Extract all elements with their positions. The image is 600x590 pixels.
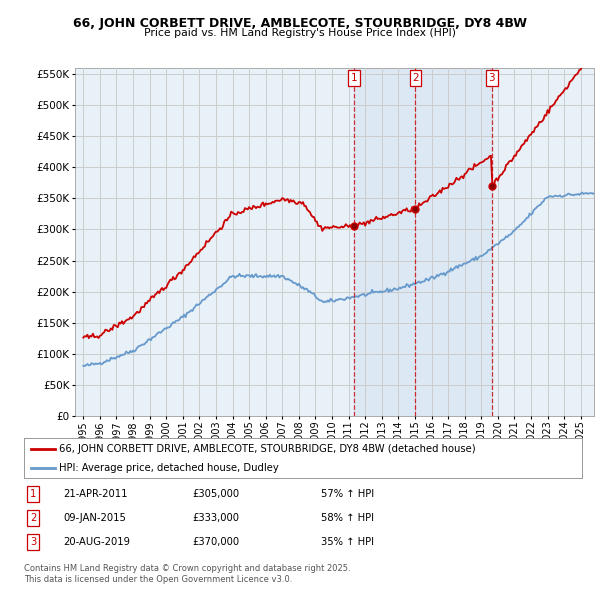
Text: Price paid vs. HM Land Registry's House Price Index (HPI): Price paid vs. HM Land Registry's House …	[144, 28, 456, 38]
Text: 20-AUG-2019: 20-AUG-2019	[63, 537, 130, 547]
Text: 58% ↑ HPI: 58% ↑ HPI	[321, 513, 374, 523]
Text: 66, JOHN CORBETT DRIVE, AMBLECOTE, STOURBRIDGE, DY8 4BW: 66, JOHN CORBETT DRIVE, AMBLECOTE, STOUR…	[73, 17, 527, 30]
Text: 66, JOHN CORBETT DRIVE, AMBLECOTE, STOURBRIDGE, DY8 4BW (detached house): 66, JOHN CORBETT DRIVE, AMBLECOTE, STOUR…	[59, 444, 476, 454]
Text: This data is licensed under the Open Government Licence v3.0.: This data is licensed under the Open Gov…	[24, 575, 292, 584]
Text: 1: 1	[30, 489, 36, 499]
Text: 21-APR-2011: 21-APR-2011	[63, 489, 128, 499]
Text: 35% ↑ HPI: 35% ↑ HPI	[321, 537, 374, 547]
Text: 57% ↑ HPI: 57% ↑ HPI	[321, 489, 374, 499]
Text: 3: 3	[30, 537, 36, 547]
Text: 2: 2	[412, 73, 419, 83]
Text: 09-JAN-2015: 09-JAN-2015	[63, 513, 126, 523]
Text: Contains HM Land Registry data © Crown copyright and database right 2025.: Contains HM Land Registry data © Crown c…	[24, 565, 350, 573]
Text: 3: 3	[488, 73, 495, 83]
Text: £370,000: £370,000	[192, 537, 239, 547]
Text: £305,000: £305,000	[192, 489, 239, 499]
Bar	[354, 68, 492, 416]
Text: £333,000: £333,000	[192, 513, 239, 523]
Text: 2: 2	[30, 513, 36, 523]
Text: 1: 1	[350, 73, 357, 83]
Text: HPI: Average price, detached house, Dudley: HPI: Average price, detached house, Dudl…	[59, 463, 279, 473]
